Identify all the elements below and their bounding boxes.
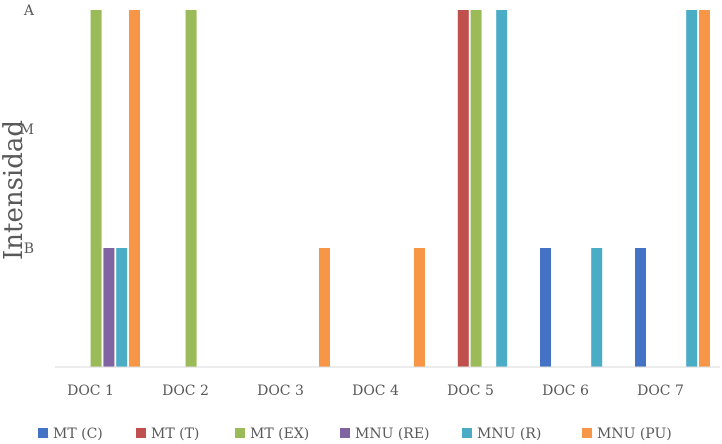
legend-label: MT (C) xyxy=(53,426,103,442)
legend: MT (C) MT (T) MT (EX) MNU (RE) MNU (R) MNU (P… xyxy=(38,426,672,442)
y-tick-label: B xyxy=(24,241,34,257)
bar xyxy=(185,10,197,367)
legend-swatch xyxy=(38,428,48,438)
legend-label: MT (EX) xyxy=(250,426,309,442)
bar xyxy=(699,10,710,367)
x-tick-label: DOC 3 xyxy=(257,383,304,399)
bars xyxy=(90,10,710,367)
legend-item: MNU (PU) xyxy=(582,426,672,442)
bar xyxy=(686,10,698,367)
y-tick-label: A xyxy=(23,3,35,19)
y-axis-label: Intensidad xyxy=(0,120,29,260)
x-axis-ticks: DOC 1 DOC 2 DOC 3 DOC 4 DOC 5 DOC 6 DOC 7 xyxy=(67,383,684,399)
legend-label: MNU (PU) xyxy=(597,426,672,442)
legend-item: MNU (RE) xyxy=(340,426,430,442)
legend-item: MT (C) xyxy=(38,426,103,442)
legend-swatch xyxy=(340,428,350,438)
bar xyxy=(90,10,102,367)
bar xyxy=(635,248,646,367)
legend-label: MNU (RE) xyxy=(355,426,430,442)
legend-item: MNU (R) xyxy=(462,426,541,442)
bar xyxy=(319,248,330,367)
bar xyxy=(496,10,508,367)
bar xyxy=(457,10,469,367)
legend-item: MT (T) xyxy=(136,426,199,442)
x-tick-label: DOC 1 xyxy=(67,383,114,399)
legend-label: MNU (R) xyxy=(477,426,541,442)
bar xyxy=(129,10,140,367)
bar xyxy=(540,248,551,367)
y-tick-label: M xyxy=(20,122,34,138)
x-tick-label: DOC 4 xyxy=(352,383,399,399)
y-axis-ticks: B M A xyxy=(20,3,35,257)
legend-swatch xyxy=(136,428,146,438)
bar xyxy=(103,248,115,367)
bar xyxy=(116,248,128,367)
x-tick-label: DOC 6 xyxy=(542,383,589,399)
x-tick-label: DOC 5 xyxy=(447,383,494,399)
x-tick-label: DOC 2 xyxy=(162,383,209,399)
legend-swatch xyxy=(235,428,245,438)
bar xyxy=(414,248,425,367)
legend-item: MT (EX) xyxy=(235,426,309,442)
x-tick-label: DOC 7 xyxy=(637,383,684,399)
legend-swatch xyxy=(582,428,592,438)
legend-label: MT (T) xyxy=(151,426,199,442)
bar xyxy=(470,10,482,367)
legend-swatch xyxy=(462,428,472,438)
bar xyxy=(591,248,603,367)
